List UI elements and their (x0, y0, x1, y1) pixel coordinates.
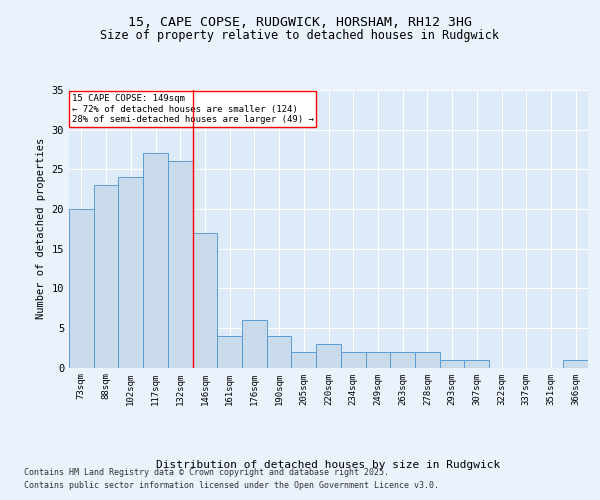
Bar (365, 352, 390, 368)
Bar (292, 352, 316, 368)
Bar (440, 360, 464, 368)
Bar (563, 360, 588, 368)
Bar (118, 177, 143, 368)
Bar (316, 344, 341, 367)
Bar (193, 232, 217, 368)
X-axis label: Distribution of detached houses by size in Rudgwick: Distribution of detached houses by size … (157, 460, 500, 470)
Bar (267, 336, 292, 368)
Y-axis label: Number of detached properties: Number of detached properties (36, 138, 46, 320)
Bar (464, 360, 489, 368)
Text: 15, CAPE COPSE, RUDGWICK, HORSHAM, RH12 3HG: 15, CAPE COPSE, RUDGWICK, HORSHAM, RH12 … (128, 16, 472, 29)
Text: Contains public sector information licensed under the Open Government Licence v3: Contains public sector information licen… (24, 480, 439, 490)
Bar (168, 162, 193, 368)
Bar (143, 154, 168, 368)
Bar (69, 209, 94, 368)
Bar (217, 336, 242, 368)
Text: Size of property relative to detached houses in Rudgwick: Size of property relative to detached ho… (101, 28, 499, 42)
Bar (390, 352, 415, 368)
Text: Contains HM Land Registry data © Crown copyright and database right 2025.: Contains HM Land Registry data © Crown c… (24, 468, 389, 477)
Bar (242, 320, 267, 368)
Bar (94, 185, 118, 368)
Text: 15 CAPE COPSE: 149sqm
← 72% of detached houses are smaller (124)
28% of semi-det: 15 CAPE COPSE: 149sqm ← 72% of detached … (71, 94, 313, 124)
Bar (415, 352, 440, 368)
Bar (341, 352, 365, 368)
